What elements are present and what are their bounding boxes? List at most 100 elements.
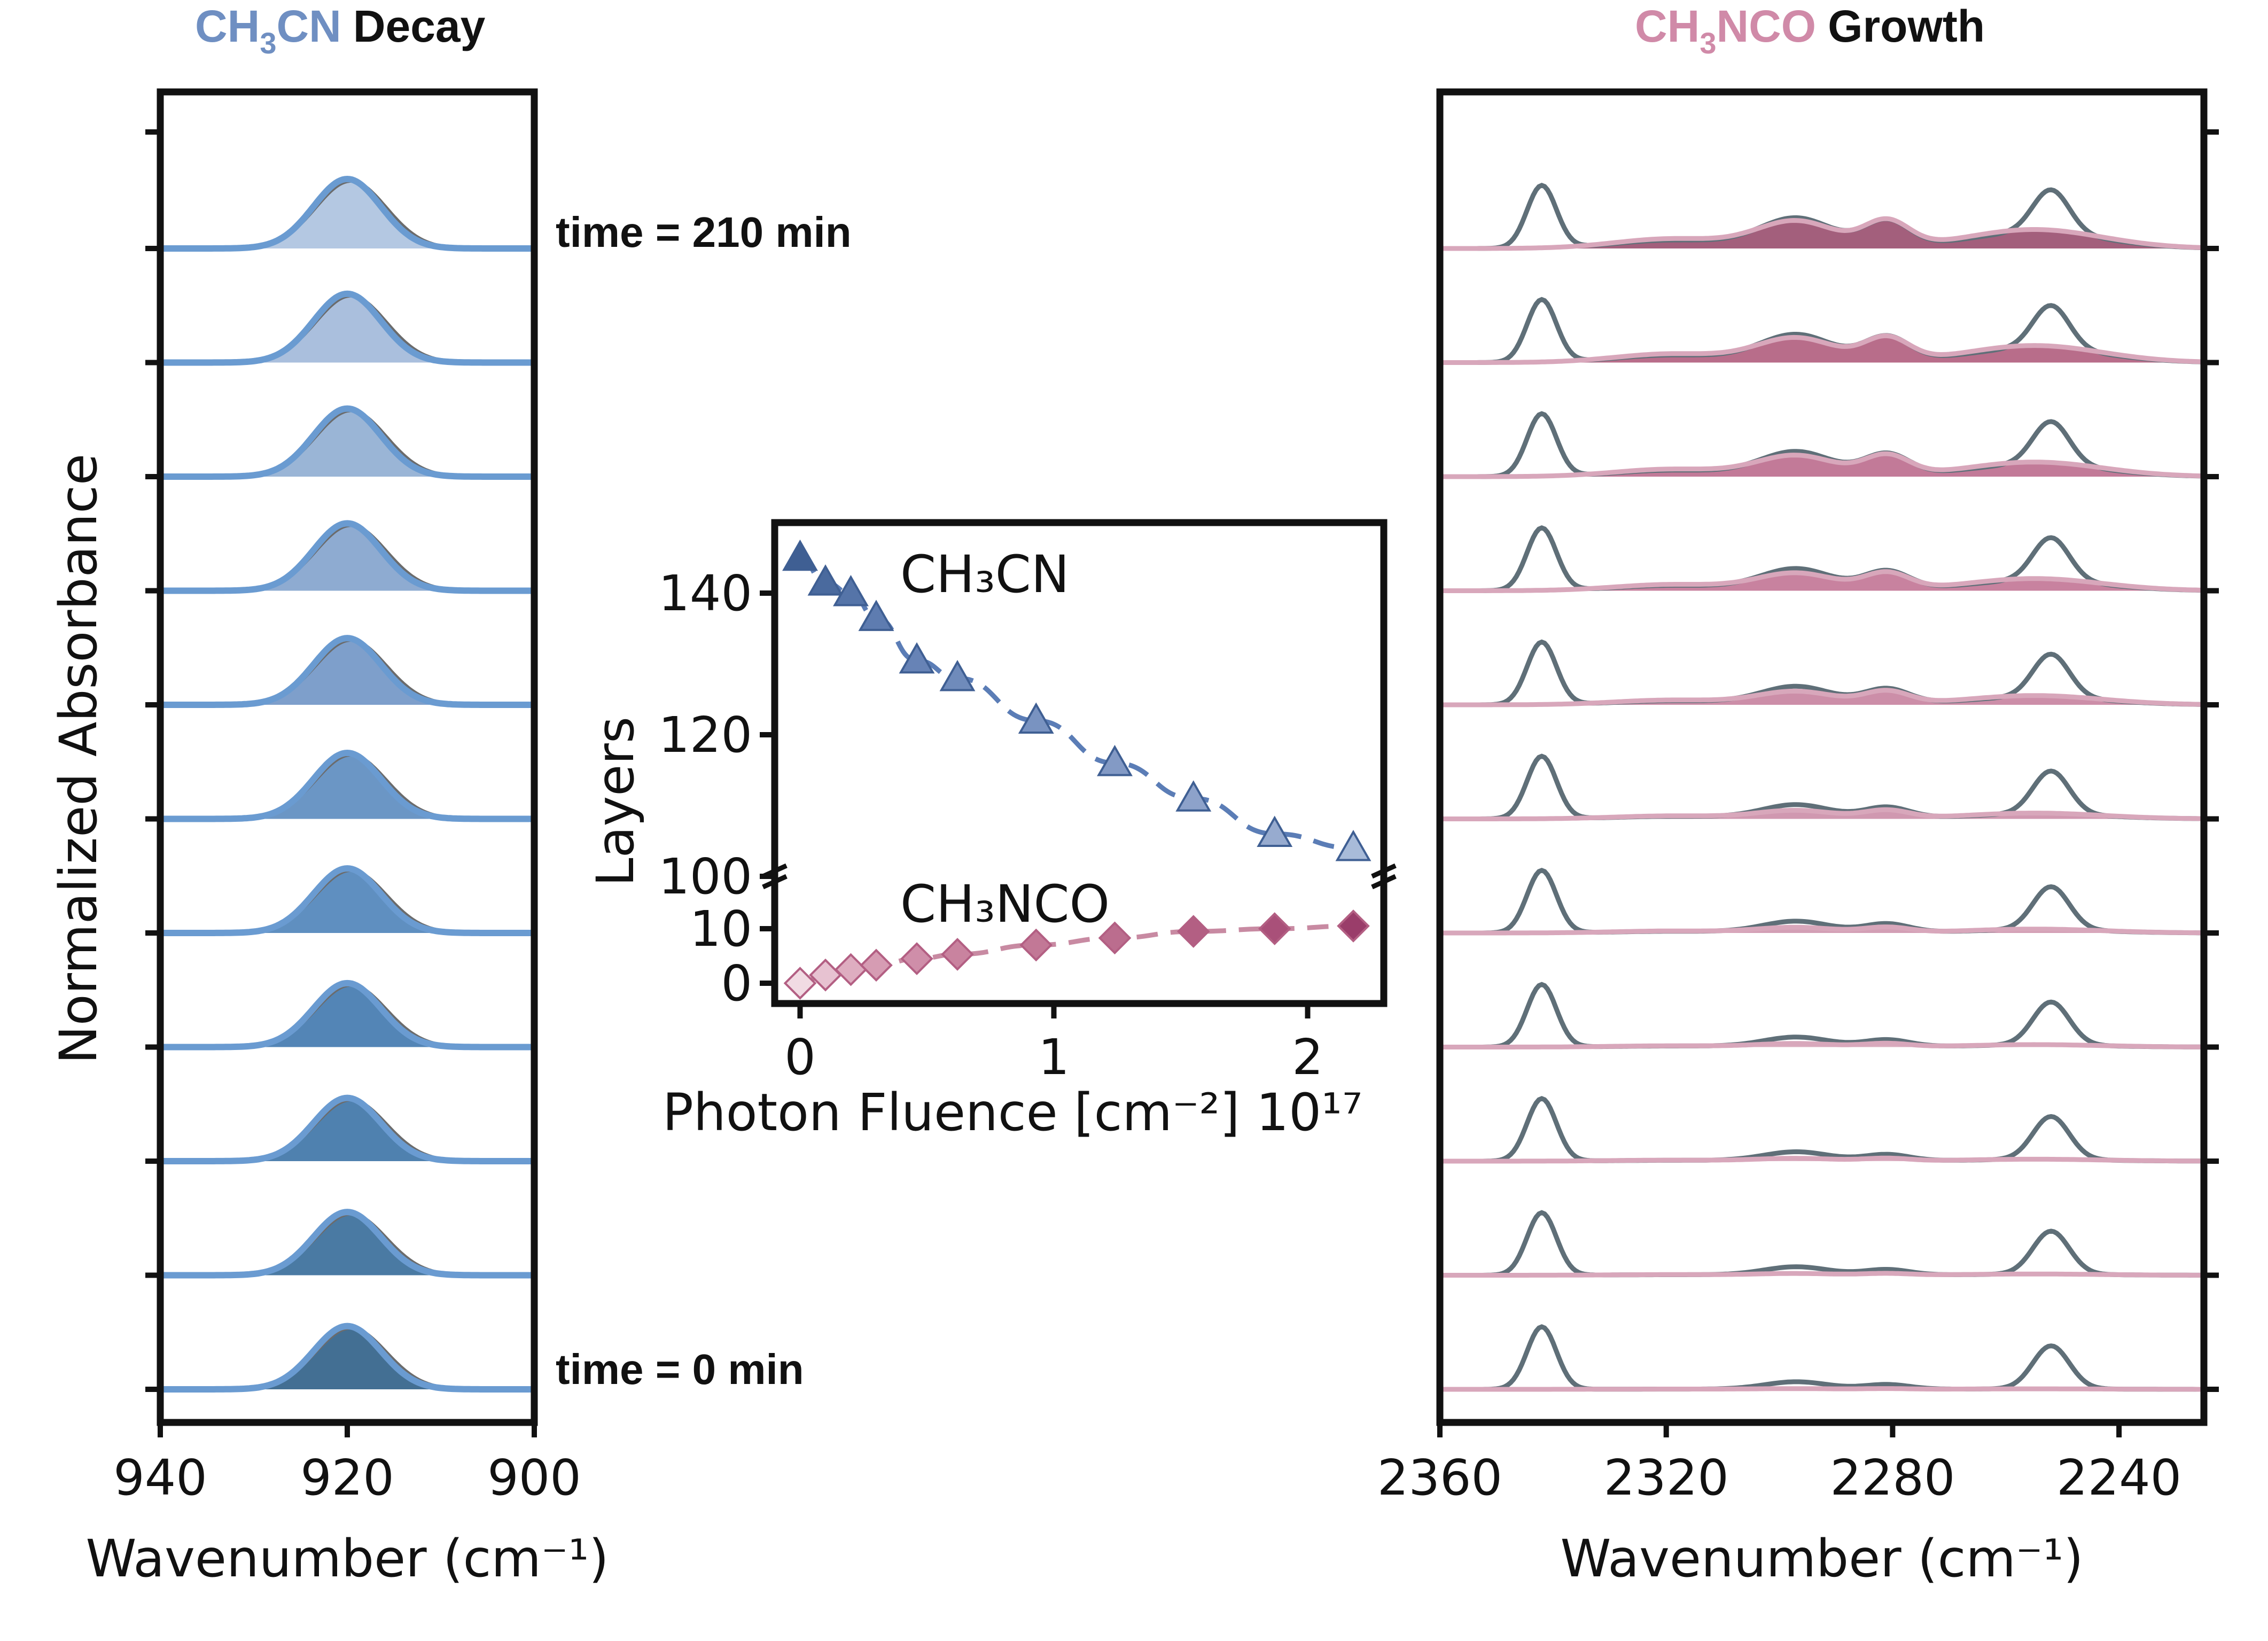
growth-trace-data [1440, 1324, 2204, 1392]
right-xlabel: Wavenumber (cm⁻¹) [1560, 1529, 2083, 1589]
right-header-species-tail: NCO [1716, 1, 1816, 51]
left-traces [160, 175, 534, 1393]
left-header-species-sub: 3 [260, 26, 276, 60]
time-label-bottom: time = 0 min [556, 1346, 804, 1393]
ch3cn-marker [939, 659, 976, 691]
ch3cn-marker [833, 574, 869, 606]
ch3cn-fit-curve [799, 555, 1354, 851]
growth-trace-line [1440, 688, 2204, 707]
growth-trace-line [1440, 924, 2204, 936]
inset-frame [771, 519, 1388, 1007]
left-xtick-label: 940 [113, 1449, 207, 1506]
right-xtick-label: 2280 [1830, 1449, 1955, 1506]
inset-ytick-label: 140 [658, 565, 752, 622]
right-xtick-label: 2360 [1377, 1449, 1502, 1506]
ch3cn-marker [858, 600, 894, 631]
decay-trace-line [160, 865, 534, 936]
growth-trace-data [1440, 1096, 2204, 1164]
ch3cn-marker [1335, 829, 1371, 861]
decay-trace-fill [160, 868, 534, 933]
inset-xtick-label: 0 [784, 1029, 816, 1086]
decay-trace-fill [160, 1212, 534, 1276]
ch3cn-marker [807, 564, 844, 596]
right-xticks: 2360 2320 2280 2240 [1377, 1422, 2181, 1506]
decay-trace-fill [160, 638, 534, 705]
growth-trace-line [1440, 216, 2204, 251]
ch3nco-marker [834, 953, 868, 986]
ch3nco-marker [1258, 912, 1291, 945]
decay-trace-line [160, 749, 534, 822]
ch3cn-marker [1018, 702, 1054, 734]
decay-trace-line [160, 635, 534, 708]
decay-trace-fill [160, 408, 534, 477]
inset-series-label-ch3cn: CH₃CN [900, 545, 1070, 604]
growth-trace-line [1440, 807, 2204, 821]
inset-xlabel: Photon Fluence [cm⁻²] 10¹⁷ [663, 1083, 1362, 1142]
inset-xtick-label: 2 [1292, 1029, 1323, 1086]
decay-trace-line [160, 1094, 534, 1164]
ch3nco-marker [1019, 928, 1053, 962]
ch3cn-marker [899, 642, 935, 674]
inset-ytick-label: 0 [721, 955, 752, 1012]
growth-trace-line [1440, 1271, 2204, 1278]
ch3nco-marker [809, 958, 842, 992]
growth-trace-data [1440, 982, 2204, 1049]
decay-trace-line [160, 1209, 534, 1279]
left-xtick-label: 920 [300, 1449, 394, 1506]
growth-trace-fill [1440, 810, 2204, 819]
growth-trace-data [1440, 525, 2204, 593]
inset-ylabel: Layers [586, 717, 645, 886]
right-header-word: Growth [1828, 1, 1985, 51]
right-panel-header: CH3NCO Growth [1635, 1, 1985, 60]
left-xlabel: Wavenumber (cm⁻¹) [85, 1529, 609, 1589]
right-header-species-main: CH [1635, 1, 1700, 51]
left-ylabel: Normalized Absorbance [49, 454, 108, 1064]
ch3cn-marker [782, 539, 818, 571]
ch3nco-marker [1176, 915, 1210, 948]
left-header-word: Decay [353, 1, 486, 51]
inset-xtick-label: 1 [1038, 1029, 1070, 1086]
time-label-top: time = 210 min [556, 208, 852, 256]
left-header-species-main: CH [195, 1, 260, 51]
right-xtick-label: 2240 [2056, 1449, 2181, 1506]
decay-trace-fill [160, 1098, 534, 1161]
decay-trace-line [160, 979, 534, 1051]
growth-trace-line [1440, 333, 2204, 365]
right-yticks [2204, 129, 2219, 1392]
growth-trace-data [1440, 753, 2204, 821]
left-panel: CH3CN Decay Normalized Absorbance 940 920 9… [49, 1, 852, 1589]
inset-xticks: 0 1 2 [784, 1004, 1323, 1086]
left-yticks [145, 129, 160, 1392]
right-panel: CH3NCO Growth 2360 2320 2280 2240 Wavenumber… [1377, 1, 2219, 1589]
decay-trace-line [160, 1323, 534, 1393]
axis-break-left [762, 863, 788, 890]
decay-trace-fill [160, 523, 534, 591]
right-traces [1440, 183, 2204, 1392]
decay-trace-line [160, 405, 534, 480]
right-xtick-label: 2320 [1604, 1449, 1729, 1506]
inset-markers [782, 539, 1371, 1000]
growth-trace-line [1440, 569, 2204, 593]
left-header-species-tail: CN [276, 1, 341, 51]
ch3nco-marker [900, 942, 933, 975]
decay-trace-fill [160, 1326, 534, 1389]
axis-break-right [1371, 863, 1397, 890]
right-frame [1436, 88, 2208, 1426]
ch3nco-marker [1337, 909, 1370, 943]
decay-trace-line [160, 175, 534, 252]
inset-series-label-ch3nco: CH₃NCO [900, 874, 1110, 934]
decay-trace-fill [160, 753, 534, 819]
inset-ytick-label: 10 [690, 900, 752, 958]
growth-trace-data [1440, 867, 2204, 936]
decay-trace-line [160, 290, 534, 366]
left-xtick-label: 900 [487, 1449, 581, 1506]
right-header-species-sub: 3 [1700, 26, 1716, 60]
growth-trace-data [1440, 639, 2204, 707]
decay-trace-fill [160, 293, 534, 363]
decay-trace-fill [160, 983, 534, 1047]
inset-ytick-label: 100 [658, 848, 752, 905]
inset-yticks: 100 120 140 010 [658, 565, 775, 1012]
